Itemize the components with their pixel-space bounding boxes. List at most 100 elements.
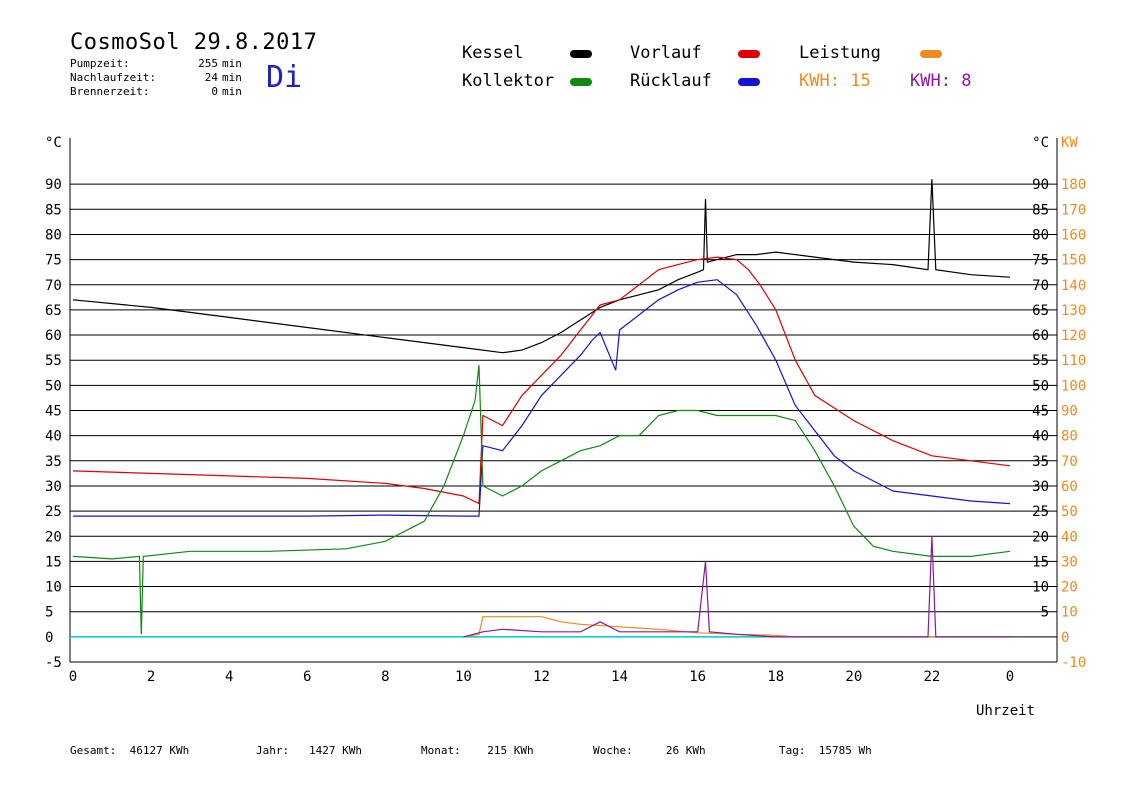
legend-kessel-swatch	[570, 50, 592, 58]
y-tick-right-kw: 120	[1061, 328, 1086, 344]
info-row-nachlaufzeit: Nachlaufzeit: 24 min	[70, 71, 242, 85]
x-tick: 6	[303, 669, 311, 685]
series-line-rcklauf	[73, 279, 1011, 517]
info-value: 0	[211, 85, 218, 98]
chart-axes	[69, 138, 1058, 663]
x-tick: 0	[1006, 669, 1014, 685]
y-tick-right-kw: 110	[1061, 353, 1086, 369]
y-tick-right-kw: 170	[1061, 202, 1086, 218]
y-tick-right-kw: 50	[1061, 504, 1078, 520]
x-axis-label: Uhrzeit	[976, 703, 1035, 719]
chart-title: CosmoSol 29.8.2017	[70, 30, 318, 55]
x-tick: 14	[611, 669, 628, 685]
x-tick: 12	[533, 669, 550, 685]
y-tick-right-kw: 180	[1061, 177, 1086, 193]
x-tick: 20	[845, 669, 862, 685]
x-tick: 18	[767, 669, 784, 685]
x-tick: 22	[923, 669, 940, 685]
footer-value: 46127 KWh	[129, 744, 190, 757]
y-tick-left: 70	[45, 278, 62, 294]
y-unit-right-kw: KW	[1061, 135, 1078, 151]
series-line-kollektor	[72, 365, 1011, 635]
chart-grid	[70, 183, 1057, 638]
weekday-label: Di	[266, 60, 303, 95]
y-tick-left: 85	[45, 202, 62, 218]
legend-leistung-label: Leistung	[799, 43, 881, 63]
y-tick-left: 25	[45, 504, 62, 520]
y-tick-right-celsius: 55	[1032, 353, 1049, 369]
y-tick-right-celsius: 40	[1032, 429, 1049, 445]
y-tick-left: 15	[45, 554, 62, 570]
y-tick-right-kw: 40	[1061, 529, 1078, 545]
footer-monat: Monat: 215 KWh	[421, 744, 534, 757]
y-unit-right-celsius: °C	[1032, 135, 1049, 151]
y-tick-right-celsius: 25	[1032, 504, 1049, 520]
legend-ruecklauf-swatch	[738, 78, 760, 86]
y-tick-left: 35	[45, 454, 62, 470]
runtime-info: Pumpzeit: 255 min Nachlaufzeit: 24 min B…	[70, 57, 242, 99]
y-tick-left: 65	[45, 303, 62, 319]
y-tick-left: 40	[45, 429, 62, 445]
legend-kwh-purple: KWH: 8	[910, 71, 971, 91]
y-tick-left: 10	[45, 580, 62, 596]
x-tick: 16	[689, 669, 706, 685]
legend-kwh-orange: KWH: 15	[799, 71, 871, 91]
info-row-brennerzeit: Brennerzeit: 0 min	[70, 85, 242, 99]
y-tick-left: 50	[45, 378, 62, 394]
y-tick-right-celsius: 45	[1032, 404, 1049, 420]
y-tick-right-celsius: 35	[1032, 454, 1049, 470]
footer-gesamt: Gesamt: 46127 KWh	[70, 744, 189, 757]
info-row-pumpzeit: Pumpzeit: 255 min	[70, 57, 242, 71]
x-tick: 10	[455, 669, 472, 685]
kwh-orange-value: 15	[850, 71, 871, 91]
y-tick-right-kw: 150	[1061, 253, 1086, 269]
info-unit: min	[222, 57, 242, 70]
y-tick-left: 90	[45, 177, 62, 193]
chart-series	[70, 179, 1011, 638]
y-tick-left: 75	[45, 253, 62, 269]
y-tick-right-kw: 90	[1061, 404, 1078, 420]
series-line-leistung	[463, 616, 1010, 638]
info-unit: min	[222, 71, 242, 84]
kwh-purple-value: 8	[961, 71, 972, 91]
legend-leistung-swatch	[920, 50, 942, 58]
footer-label: Gesamt:	[70, 744, 117, 757]
footer-woche: Woche: 26 KWh	[593, 744, 706, 757]
footer-tag: Tag: 15785 Wh	[779, 744, 872, 757]
y-tick-left: 30	[45, 479, 62, 495]
y-tick-right-kw: -10	[1061, 655, 1086, 671]
y-tick-left: 80	[45, 227, 62, 243]
y-tick-right-celsius: 90	[1032, 177, 1049, 193]
y-tick-right-kw: 30	[1061, 554, 1078, 570]
info-label: Brennerzeit:	[70, 85, 150, 98]
y-tick-right-celsius: 20	[1032, 529, 1049, 545]
x-tick: 4	[225, 669, 233, 685]
y-tick-right-kw: 10	[1061, 605, 1078, 621]
y-tick-left: 55	[45, 353, 62, 369]
x-tick: 0	[69, 669, 77, 685]
y-tick-right-celsius: 60	[1032, 328, 1049, 344]
y-tick-right-celsius: 5	[1041, 605, 1049, 621]
y-tick-left: 60	[45, 328, 62, 344]
y-tick-left: 0	[45, 630, 53, 646]
footer-value: 26 KWh	[665, 744, 706, 757]
y-tick-left: -5	[45, 655, 62, 671]
y-tick-right-celsius: 10	[1032, 580, 1049, 596]
y-tick-right-kw: 140	[1061, 278, 1086, 294]
footer-label: Woche:	[593, 744, 633, 757]
y-tick-right-celsius: 75	[1032, 253, 1049, 269]
footer-label: Jahr:	[256, 744, 290, 757]
x-tick: 8	[381, 669, 389, 685]
legend-kollektor-swatch	[570, 78, 592, 86]
y-tick-right-kw: 160	[1061, 227, 1086, 243]
y-tick-right-celsius: 80	[1032, 227, 1049, 243]
y-tick-right-kw: 100	[1061, 378, 1086, 394]
y-unit-left: °C	[45, 135, 62, 151]
legend-vorlauf-swatch	[738, 50, 760, 58]
y-tick-left: 45	[45, 404, 62, 420]
y-tick-right-celsius: 65	[1032, 303, 1049, 319]
y-tick-left: 20	[45, 529, 62, 545]
footer-value: 215 KWh	[487, 744, 534, 757]
y-tick-right-celsius: 85	[1032, 202, 1049, 218]
footer-label: Tag:	[779, 744, 806, 757]
